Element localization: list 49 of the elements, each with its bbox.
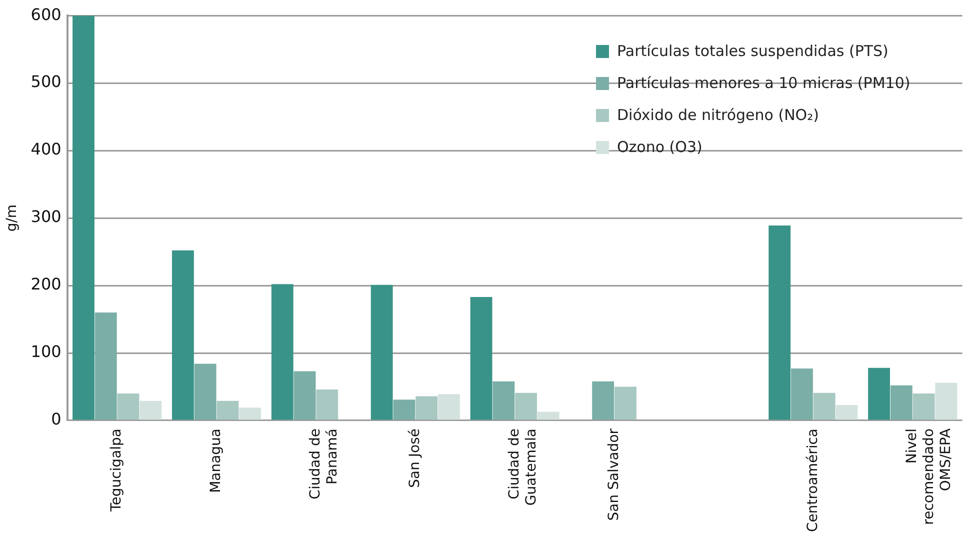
bar: [271, 284, 294, 420]
x-tick-label: Managua: [208, 428, 224, 493]
bar: [72, 16, 94, 420]
bar: [438, 394, 460, 420]
x-tick-label: Ciudad de Panamá: [308, 428, 340, 500]
bar: [912, 393, 935, 420]
bar: [416, 396, 438, 420]
bar: [470, 296, 492, 420]
legend-label: Ozono (O3): [617, 138, 702, 156]
bar: [515, 392, 537, 420]
x-tick-label: Tegucigalpa: [108, 428, 125, 512]
bar: [393, 400, 416, 420]
bar: [117, 393, 140, 420]
bar: [836, 404, 858, 420]
x-tick-label: Nivel recomendado OMS/EPA: [904, 428, 954, 525]
x-tick-label: Centroamérica: [804, 428, 821, 532]
bar: [592, 381, 614, 420]
bar: [239, 408, 262, 420]
bar: [172, 250, 194, 420]
legend-label: Dióxido de nitrógeno (NO₂): [617, 106, 819, 124]
bar: [370, 284, 393, 420]
bar: [537, 412, 560, 420]
y-tick-label: 400: [30, 140, 62, 159]
bar: [194, 364, 216, 420]
y-tick-label: 0: [51, 410, 62, 429]
bar: [216, 400, 239, 420]
bar: [140, 400, 162, 420]
bar: [935, 382, 958, 420]
bar: [890, 385, 912, 420]
y-axis-title: g/m: [4, 204, 20, 232]
y-tick-label: 500: [30, 72, 62, 92]
bar: [614, 386, 636, 420]
x-tick-label: San Salvador: [606, 428, 622, 521]
bar: [791, 368, 813, 420]
x-tick-label: San José: [407, 428, 424, 488]
bar: [94, 312, 117, 420]
y-tick-label: 600: [30, 4, 62, 24]
y-tick-label: 100: [30, 342, 62, 362]
bar: [868, 368, 890, 420]
x-tick-label: Ciudad de Guatemala: [506, 428, 540, 506]
bar: [813, 392, 836, 420]
bar: [768, 225, 791, 420]
y-tick-label: 300: [30, 207, 62, 226]
y-tick-label: 200: [30, 274, 62, 294]
bar: [316, 389, 338, 420]
legend-label: Partículas totales suspendidas (PTS): [617, 42, 888, 60]
legend-label: Partículas menores a 10 micras (PM10): [617, 74, 910, 92]
bar: [294, 371, 316, 420]
bar: [492, 381, 515, 420]
